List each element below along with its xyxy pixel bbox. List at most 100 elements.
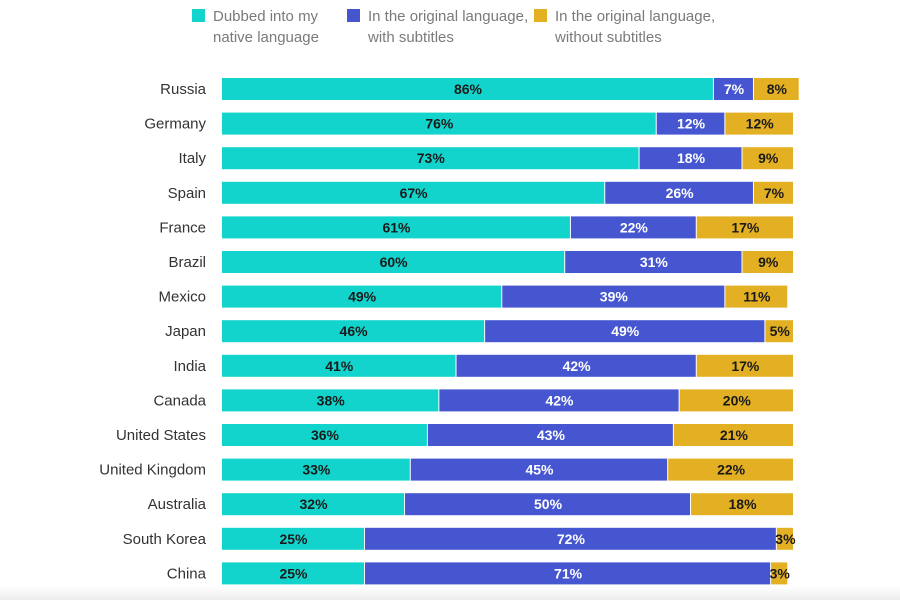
value-label-india-series-2: 17%	[731, 358, 760, 374]
bar-italy-series-2	[742, 147, 793, 170]
bar-australia-series-0	[222, 493, 405, 516]
value-label-germany-series-2: 12%	[746, 116, 775, 132]
bar-united-states-series-1	[427, 424, 673, 446]
value-label-brazil-series-0: 60%	[380, 254, 409, 270]
value-label-italy-series-0: 73%	[417, 150, 446, 166]
bar-spain-series-0	[222, 181, 605, 204]
value-label-south-korea-series-0: 25%	[279, 531, 308, 547]
value-label-brazil-series-1: 31%	[640, 254, 669, 270]
bar-brazil-series-1	[565, 251, 742, 273]
bar-germany-series-1	[656, 112, 725, 135]
value-label-russia-series-2: 8%	[767, 81, 788, 97]
value-label-mexico-series-1: 39%	[600, 289, 629, 305]
legend-swatch-with-subtitles	[347, 9, 360, 22]
value-label-canada-series-2: 20%	[723, 392, 752, 408]
value-label-canada-series-1: 42%	[545, 392, 574, 408]
bar-brazil-series-2	[742, 251, 793, 273]
legend-label-with-subtitles: In the original language, with subtitles	[368, 8, 529, 46]
bar-germany-series-0	[222, 112, 656, 135]
category-label-india: India	[173, 358, 206, 375]
bar-mexico-series-0	[222, 285, 502, 308]
bar-italy-series-1	[639, 147, 742, 170]
category-label-canada: Canada	[153, 392, 206, 409]
legend: Dubbed into my native language In the or…	[0, 6, 900, 56]
value-label-france-series-2: 17%	[731, 219, 760, 235]
category-label-italy: Italy	[178, 150, 206, 167]
value-label-canada-series-0: 38%	[317, 392, 346, 408]
value-label-south-korea-series-1: 72%	[557, 531, 586, 547]
bar-germany-series-2	[725, 112, 793, 135]
category-label-united-kingdom: United Kingdom	[99, 462, 206, 479]
value-label-china-series-0: 25%	[279, 565, 308, 581]
bar-china-series-1	[365, 562, 771, 585]
bar-china-series-2	[771, 562, 788, 585]
bar-south-korea-series-2	[776, 527, 793, 550]
category-label-south-korea: South Korea	[123, 531, 207, 548]
category-label-china: China	[167, 565, 207, 582]
bar-united-kingdom-series-2	[668, 458, 793, 481]
bar-mexico-series-1	[502, 285, 725, 308]
bar-mexico-series-2	[725, 285, 788, 308]
category-label-mexico: Mexico	[158, 289, 206, 306]
bar-china-series-0	[222, 562, 364, 585]
legend-item-dubbed: Dubbed into my native language	[192, 6, 393, 48]
bar-france-series-2	[696, 216, 793, 239]
bar-canada-series-2	[679, 389, 793, 412]
bar-canada-series-1	[439, 389, 679, 412]
value-label-italy-series-1: 18%	[677, 150, 706, 166]
value-label-japan-series-0: 46%	[340, 323, 369, 339]
bar-russia-series-0	[222, 78, 713, 100]
value-label-germany-series-0: 76%	[425, 116, 454, 132]
bar-australia-series-1	[405, 493, 691, 516]
legend-item-without-subtitles: In the original language, without subtit…	[534, 6, 735, 48]
bar-india-series-1	[456, 354, 696, 377]
bar-japan-series-2	[765, 320, 793, 343]
bar-united-kingdom-series-1	[410, 458, 668, 481]
value-label-united-kingdom-series-0: 33%	[302, 462, 331, 478]
bar-japan-series-0	[222, 320, 485, 343]
bar-spain-series-2	[753, 181, 793, 204]
bar-france-series-1	[570, 216, 696, 239]
bar-france-series-0	[222, 216, 570, 239]
category-label-brazil: Brazil	[168, 254, 206, 271]
value-label-south-korea-series-2: 3%	[775, 531, 796, 547]
category-label-france: France	[159, 219, 206, 236]
bar-united-states-series-0	[222, 424, 427, 446]
value-label-australia-series-2: 18%	[729, 496, 758, 512]
value-label-india-series-0: 41%	[325, 358, 354, 374]
value-label-spain-series-2: 7%	[764, 185, 785, 201]
bar-south-korea-series-1	[365, 527, 776, 550]
bar-russia-series-1	[713, 78, 753, 100]
bar-india-series-0	[222, 354, 456, 377]
value-label-france-series-1: 22%	[620, 219, 649, 235]
bottom-shade	[0, 586, 900, 600]
value-label-japan-series-2: 5%	[770, 323, 791, 339]
value-label-united-states-series-2: 21%	[720, 427, 749, 443]
value-label-mexico-series-2: 11%	[743, 289, 771, 305]
legend-swatch-dubbed	[192, 9, 205, 22]
value-label-spain-series-0: 67%	[400, 185, 429, 201]
value-label-united-kingdom-series-2: 22%	[717, 462, 746, 478]
bar-japan-series-1	[485, 320, 765, 343]
legend-label-without-subtitles: In the original language, without subtit…	[555, 8, 716, 46]
value-label-germany-series-1: 12%	[677, 116, 706, 132]
value-label-australia-series-0: 32%	[300, 496, 329, 512]
bar-canada-series-0	[222, 389, 439, 412]
value-label-russia-series-0: 86%	[454, 81, 483, 97]
category-label-germany: Germany	[144, 116, 206, 133]
bar-united-kingdom-series-0	[222, 458, 410, 481]
category-label-united-states: United States	[116, 427, 206, 444]
legend-swatch-without-subtitles	[534, 9, 547, 22]
value-label-brazil-series-2: 9%	[758, 254, 779, 270]
legend-item-with-subtitles: In the original language, with subtitles	[347, 6, 548, 48]
value-label-japan-series-1: 49%	[611, 323, 640, 339]
bar-russia-series-2	[753, 78, 799, 100]
bar-australia-series-2	[691, 493, 793, 516]
value-label-india-series-1: 42%	[563, 358, 592, 374]
value-label-china-series-1: 71%	[554, 565, 583, 581]
bar-spain-series-1	[605, 181, 753, 204]
legend-label-dubbed: Dubbed into my native language	[213, 8, 319, 46]
bar-italy-series-0	[222, 147, 639, 170]
category-label-spain: Spain	[168, 185, 206, 202]
